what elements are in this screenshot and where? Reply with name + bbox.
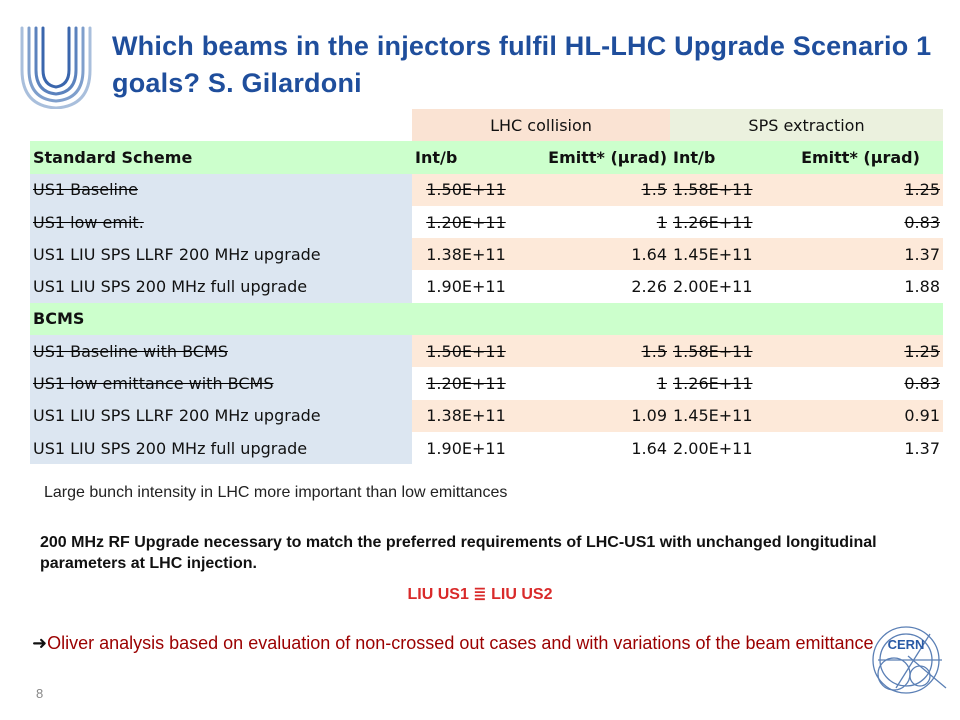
- table-row: US1 LIU SPS LLRF 200 MHz upgrade 1.38E+1…: [30, 399, 943, 432]
- row-label: US1 low emit.: [30, 205, 412, 239]
- table-row: US1 LIU SPS 200 MHz full upgrade 1.90E+1…: [30, 270, 943, 303]
- page-title: Which beams in the injectors fulfil HL-L…: [112, 31, 932, 98]
- lhc-emitt-cell: 1: [520, 367, 670, 400]
- sps-emitt-cell: 1.37: [778, 431, 943, 465]
- lhc-emitt-cell: 1.64: [520, 238, 670, 271]
- int-b-header: Int/b: [415, 147, 458, 167]
- lhc-collision-header: LHC collision: [412, 109, 670, 142]
- int-b-header: Int/b: [673, 147, 716, 167]
- bcms-header-row: BCMS: [30, 302, 943, 336]
- sps-emitt-cell: 1.88: [778, 270, 943, 303]
- sps-int-cell: 1.45E+11: [670, 399, 778, 432]
- sps-emitt-cell: 0.91: [778, 399, 943, 432]
- lhc-int-cell: 1.38E+11: [412, 238, 520, 271]
- header-blank-cell: [30, 109, 412, 142]
- sps-int-cell: 2.00E+11: [670, 270, 778, 303]
- beam-parameters-table: LHC collision SPS extraction Standard Sc…: [30, 109, 943, 465]
- oliver-analysis-text: Oliver analysis based on evaluation of n…: [47, 633, 874, 653]
- row-label: US1 LIU SPS LLRF 200 MHz upgrade: [30, 238, 412, 271]
- intensity-note: Large bunch intensity in LHC more import…: [44, 484, 508, 501]
- sps-int-cell: 2.00E+11: [670, 431, 778, 465]
- row-label: US1 low emittance with BCMS: [30, 367, 412, 400]
- standard-scheme-label: Standard Scheme: [33, 147, 193, 167]
- standard-scheme-header-row: Standard Scheme Int/b Emitt* (μrad) Int/…: [30, 141, 943, 174]
- lhc-int-cell: 1.50E+11: [412, 335, 520, 368]
- lhc-int-cell: 1.50E+11: [412, 173, 520, 206]
- table-row: US1 Baseline 1.50E+11 1.5 1.58E+11 1.25: [30, 173, 943, 206]
- lhc-int-cell: 1.38E+11: [412, 399, 520, 432]
- sps-emitt-cell: 1.25: [778, 173, 943, 206]
- rf-upgrade-note: 200 MHz RF Upgrade necessary to match th…: [40, 534, 877, 572]
- lhc-int-cell: 1.20E+11: [412, 367, 520, 400]
- bcms-label: BCMS: [33, 309, 85, 329]
- row-label: US1 Baseline with BCMS: [30, 335, 412, 368]
- sps-int-cell: 1.58E+11: [670, 335, 778, 368]
- lhc-int-cell: 1.90E+11: [412, 431, 520, 465]
- row-label: US1 LIU SPS 200 MHz full upgrade: [30, 270, 412, 303]
- table-row: US1 Baseline with BCMS 1.50E+11 1.5 1.58…: [30, 335, 943, 368]
- right-arrow-icon: ➜: [32, 633, 48, 653]
- lhc-emitt-cell: 1.64: [520, 431, 670, 465]
- sps-emitt-cell: 1.25: [778, 335, 943, 368]
- sps-emitt-cell: 1.37: [778, 238, 943, 271]
- sps-int-cell: 1.45E+11: [670, 238, 778, 271]
- lhc-emitt-cell: 2.26: [520, 270, 670, 303]
- sps-int-cell: 1.58E+11: [670, 173, 778, 206]
- page-number: 8: [36, 686, 44, 701]
- table-row: US1 LIU SPS LLRF 200 MHz upgrade 1.38E+1…: [30, 238, 943, 271]
- lhc-int-cell: 1.20E+11: [412, 205, 520, 239]
- hl-lhc-logo-icon: [20, 26, 92, 110]
- oliver-analysis-note: ➜Oliver analysis based on evaluation of …: [32, 630, 892, 656]
- table-row: US1 low emit. 1.20E+11 1 1.26E+11 0.83: [30, 205, 943, 239]
- lhc-emitt-cell: 1.5: [520, 173, 670, 206]
- sps-int-cell: 1.26E+11: [670, 367, 778, 400]
- table-row: US1 low emittance with BCMS 1.20E+11 1 1…: [30, 367, 943, 400]
- sps-int-cell: 1.26E+11: [670, 205, 778, 239]
- emitt-header: Emitt* (μrad): [548, 147, 667, 167]
- row-label: US1 LIU SPS 200 MHz full upgrade: [30, 431, 412, 465]
- row-label: US1 Baseline: [30, 173, 412, 206]
- lhc-emitt-cell: 1.5: [520, 335, 670, 368]
- sps-emitt-cell: 0.83: [778, 367, 943, 400]
- sps-extraction-header: SPS extraction: [670, 109, 943, 142]
- equivalence-note: LIU US1 ≣ LIU US2: [407, 586, 553, 603]
- svg-text:CERN: CERN: [888, 637, 925, 652]
- lhc-int-cell: 1.90E+11: [412, 270, 520, 303]
- sps-emitt-cell: 0.83: [778, 205, 943, 239]
- table-row: US1 LIU SPS 200 MHz full upgrade 1.90E+1…: [30, 431, 943, 465]
- row-label: US1 LIU SPS LLRF 200 MHz upgrade: [30, 399, 412, 432]
- emitt-header: Emitt* (μrad): [801, 147, 920, 167]
- lhc-emitt-cell: 1.09: [520, 399, 670, 432]
- group-header-row: LHC collision SPS extraction: [30, 109, 943, 142]
- cern-logo-icon: CERN: [872, 626, 947, 694]
- lhc-emitt-cell: 1: [520, 205, 670, 239]
